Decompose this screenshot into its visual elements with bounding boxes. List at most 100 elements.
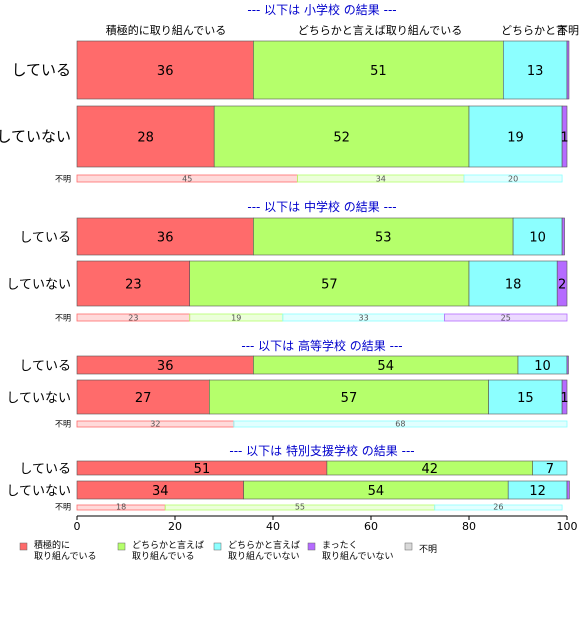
bar-value-label: 10 <box>534 359 551 374</box>
bar-value-label: 54 <box>377 359 394 374</box>
unknown-bar-value-label: 20 <box>508 175 518 184</box>
legend-swatch <box>307 542 316 551</box>
bar-value-label: 36 <box>157 359 174 374</box>
row-label: していない <box>6 391 71 406</box>
unknown-bar-segment <box>233 420 568 428</box>
bar-value-label: 18 <box>505 278 522 293</box>
unknown-bar-value-label: 33 <box>359 314 369 323</box>
bar-value-label: 23 <box>125 278 142 293</box>
x-tick-label: 40 <box>266 520 280 533</box>
bar-value-label: 51 <box>370 64 387 79</box>
row-label: している <box>19 231 71 246</box>
bar-value-label: 13 <box>527 64 544 79</box>
bar-segment <box>253 217 514 256</box>
panel-title: --- 以下は 中学校 の結果 --- <box>247 199 396 214</box>
column-header: 不明 <box>557 24 579 37</box>
legend-label: 積極的に <box>34 539 70 551</box>
legend-swatch <box>213 542 222 551</box>
unknown-bar-value-label: 18 <box>116 503 126 512</box>
x-tick-label: 20 <box>168 520 182 533</box>
column-header: どちらかと言えば取り組んでいる <box>298 24 462 37</box>
unknown-row-label: 不明 <box>55 175 71 184</box>
bar-segment <box>468 105 563 168</box>
legend-label: どちらかと言えば <box>132 539 204 551</box>
row-label: している <box>11 61 71 79</box>
row-label: していない <box>0 128 71 146</box>
legend-label: 不明 <box>419 544 437 555</box>
bar-value-label: 28 <box>137 131 154 146</box>
x-tick-label: 60 <box>364 520 378 533</box>
bar-segment <box>556 260 568 307</box>
unknown-bar-value-label: 25 <box>501 314 511 323</box>
legend-swatch <box>117 542 126 551</box>
legend-swatch <box>404 542 413 551</box>
unknown-bar-segment <box>444 313 568 322</box>
unknown-bar-value-label: 45 <box>182 175 192 184</box>
legend-label: 取り組んでいない <box>228 550 300 562</box>
bar-value-label: 53 <box>375 231 392 246</box>
bar-segment <box>468 260 558 307</box>
bar-value-label: 19 <box>507 131 524 146</box>
bar-value-label: 54 <box>368 484 385 499</box>
bar-segment <box>561 105 568 168</box>
panel-title: --- 以下は 高等学校 の結果 --- <box>241 338 402 353</box>
row-label: していない <box>6 484 71 499</box>
column-header: 積極的に取り組んでいる <box>106 23 226 37</box>
column-header: どちらかと言 <box>501 24 567 37</box>
unknown-row-label: 不明 <box>55 420 71 429</box>
unknown-bar-value-label: 23 <box>128 314 138 323</box>
unknown-bar-value-label: 19 <box>231 314 241 323</box>
bar-value-label: 7 <box>546 462 554 477</box>
bar-segment <box>566 480 570 500</box>
bar-segment <box>566 355 569 375</box>
unknown-bar-value-label: 34 <box>376 175 386 184</box>
bar-value-label: 42 <box>422 462 439 477</box>
unknown-bar-segment <box>463 174 563 183</box>
bar-value-label: 12 <box>529 484 546 499</box>
unknown-bar-value-label: 55 <box>295 503 305 512</box>
bar-value-label: 10 <box>529 231 546 246</box>
bar-segment <box>209 379 489 415</box>
bar-segment <box>189 260 470 307</box>
x-tick-label: 0 <box>74 520 81 533</box>
x-tick-label: 80 <box>462 520 476 533</box>
unknown-row-label: 不明 <box>55 314 71 323</box>
legend-swatch <box>19 542 28 551</box>
legend-label: まったく <box>322 540 358 551</box>
bar-value-label: 1 <box>560 131 568 146</box>
legend-label: 取り組んでいる <box>132 550 195 562</box>
bar-segment <box>561 217 565 256</box>
bar-segment <box>76 260 190 307</box>
bar-value-label: 52 <box>333 131 350 146</box>
bar-segment <box>512 217 563 256</box>
bar-value-label: 27 <box>135 391 152 406</box>
unknown-bar-value-label: 26 <box>493 503 503 512</box>
bar-value-label: 36 <box>157 64 174 79</box>
bar-segment <box>76 105 215 168</box>
unknown-row-label: 不明 <box>55 503 71 512</box>
bar-segment <box>76 379 210 415</box>
unknown-bar-value-label: 68 <box>395 420 405 429</box>
panel-title: --- 以下は 特別支援学校 の結果 --- <box>229 443 414 458</box>
bar-value-label: 15 <box>517 391 534 406</box>
row-label: していない <box>6 278 71 293</box>
bar-value-label: 2 <box>558 278 566 293</box>
x-tick-label: 100 <box>557 520 578 533</box>
bar-segment <box>561 379 568 415</box>
bar-value-label: 34 <box>152 484 169 499</box>
bar-value-label: 36 <box>157 231 174 246</box>
bar-segment <box>253 40 504 100</box>
unknown-bar-segment <box>434 504 563 511</box>
bar-value-label: 51 <box>194 462 211 477</box>
bar-segment <box>213 105 470 168</box>
bar-segment <box>566 40 570 100</box>
bar-segment <box>532 460 568 476</box>
legend-label: どちらかと言えば <box>228 539 300 551</box>
bar-value-label: 1 <box>560 391 568 406</box>
legend-label: 取り組んでいる <box>34 550 97 562</box>
legend-label: 取り組んでいない <box>322 550 394 562</box>
panel-title: --- 以下は 小学校 の結果 --- <box>247 2 396 17</box>
unknown-bar-value-label: 32 <box>150 420 160 429</box>
